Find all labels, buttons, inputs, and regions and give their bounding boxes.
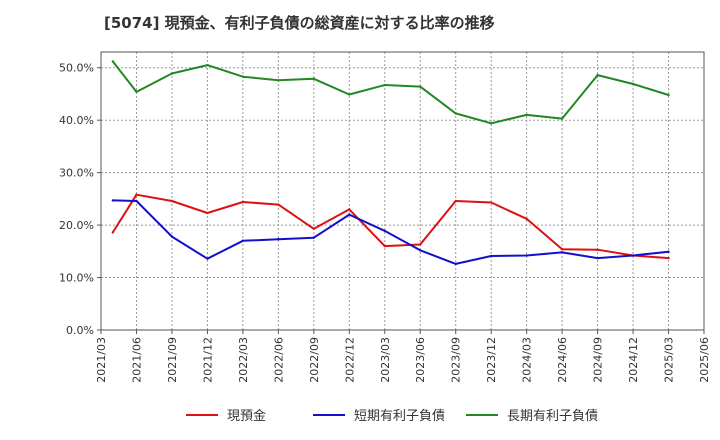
series-3-point xyxy=(241,75,245,78)
series-3-point xyxy=(206,63,209,67)
series-1-point xyxy=(419,243,422,246)
x-tick-label: 2022/06 xyxy=(272,337,285,383)
series-2-point xyxy=(419,249,422,252)
series-1-point xyxy=(560,248,564,251)
x-tick-label: 2021/06 xyxy=(130,337,143,383)
series-1-point xyxy=(111,231,115,234)
series-1-point xyxy=(489,201,493,204)
y-tick-label: 10.0% xyxy=(59,272,94,285)
x-tick-label: 2022/12 xyxy=(343,337,356,383)
series-2-point xyxy=(111,199,115,202)
x-tick-label: 2024/03 xyxy=(521,337,534,383)
series-3-point xyxy=(170,72,174,75)
series-1-point xyxy=(206,211,209,215)
series-3-point xyxy=(525,113,528,117)
series-3-point xyxy=(596,73,599,77)
series-1-point xyxy=(241,200,245,204)
series-2-point xyxy=(312,236,316,239)
series-2-point xyxy=(383,229,386,233)
series-line-1 xyxy=(111,193,669,260)
series-1-point xyxy=(525,217,528,220)
y-tick-label: 50.0% xyxy=(59,62,94,75)
series-1-point xyxy=(135,193,138,196)
legend: 現預金 短期有利子負債 長期有利子負債 xyxy=(186,408,598,424)
x-tick-label: 2025/03 xyxy=(663,337,676,383)
x-tick-label: 2021/12 xyxy=(201,337,214,383)
x-tick-label: 2021/03 xyxy=(95,337,108,383)
x-tick-label: 2024/06 xyxy=(556,337,569,383)
series-3-point xyxy=(560,117,564,120)
series-3-point xyxy=(667,93,670,97)
legend-label-1: 現預金 xyxy=(227,408,266,424)
series-1-point xyxy=(454,199,457,203)
series-2-point xyxy=(596,256,599,260)
series-1-point xyxy=(383,244,386,248)
y-axis: 0.0% 10.0% 20.0% 30.0% 40.0% 50.0% xyxy=(59,62,101,337)
series-3-point xyxy=(277,79,280,82)
series-1-point xyxy=(277,203,280,206)
series-2-point xyxy=(206,257,209,260)
x-tick-label: 2022/09 xyxy=(308,337,321,383)
series-1-point xyxy=(170,199,174,203)
series-2-point xyxy=(631,254,635,257)
series-line-3 xyxy=(112,60,669,125)
series-3-point xyxy=(135,90,138,94)
series-1-point xyxy=(312,227,316,230)
series-2-point xyxy=(277,238,280,241)
series-1-point xyxy=(667,256,670,260)
series-1-point xyxy=(596,248,599,251)
x-tick-label: 2022/03 xyxy=(237,337,250,383)
x-axis: 2021/03 2021/06 2021/09 2021/12 2022/03 2022/… xyxy=(95,330,711,383)
plot-frame xyxy=(100,51,705,331)
series-2-point xyxy=(489,254,493,258)
series-lines xyxy=(111,60,670,266)
series-2-point xyxy=(560,251,564,254)
legend-label-3: 長期有利子負債 xyxy=(507,409,598,424)
series-3-point xyxy=(419,85,422,88)
series-3-point xyxy=(111,60,115,63)
x-tick-label: 2024/09 xyxy=(592,337,605,383)
series-2-point xyxy=(170,235,174,238)
series-3-point xyxy=(383,83,386,87)
x-tick-label: 2023/06 xyxy=(414,337,427,383)
x-tick-label: 2023/03 xyxy=(379,337,392,383)
series-3-point xyxy=(454,112,457,115)
x-tick-label: 2025/06 xyxy=(698,337,711,383)
grid xyxy=(101,52,704,330)
x-tick-label: 2021/09 xyxy=(166,337,179,383)
x-tick-label: 2023/09 xyxy=(450,337,463,383)
series-1-point xyxy=(348,208,351,211)
series-3-point xyxy=(489,122,493,125)
series-2-point xyxy=(135,199,138,203)
legend-label-2: 短期有利子負債 xyxy=(354,409,445,424)
series-2-point xyxy=(454,262,457,266)
chart-title: [5074] 現預金、有利子負債の総資産に対する比率の推移 xyxy=(104,14,495,32)
y-tick-label: 20.0% xyxy=(59,219,94,232)
series-2-point xyxy=(348,213,351,216)
x-tick-label: 2024/12 xyxy=(627,337,640,383)
y-tick-label: 40.0% xyxy=(59,114,94,127)
x-tick-label: 2023/12 xyxy=(485,337,498,383)
series-2-point xyxy=(667,250,670,254)
series-3-point xyxy=(631,82,635,86)
series-3-point xyxy=(348,93,351,96)
series-2-point xyxy=(241,239,245,243)
y-tick-label: 0.0% xyxy=(66,324,94,337)
y-tick-label: 30.0% xyxy=(59,167,94,180)
series-2-point xyxy=(525,254,528,257)
series-3-point xyxy=(312,77,316,80)
